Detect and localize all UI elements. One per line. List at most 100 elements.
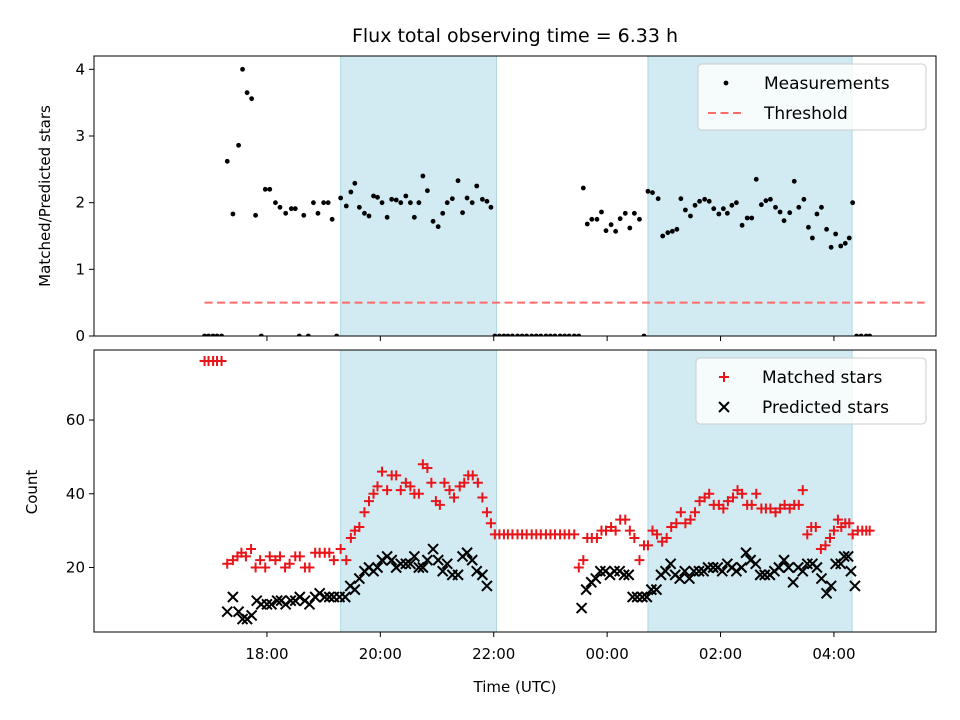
matched-stars-point [264,551,275,562]
measurements-point [492,333,498,336]
predicted-stars-point [594,565,607,577]
predicted-stars-point [323,591,336,603]
matched-stars-point [824,533,835,543]
predicted-stars-point [580,583,592,596]
measurements-point [474,183,480,189]
matched-stars-point [372,481,383,492]
predicted-stars-point [825,580,837,592]
x-tick-label: 02:00 [699,645,742,663]
matched-stars-point [363,496,374,507]
y-axis-label-ratio: Matched/Predicted stars [36,105,54,287]
measurements-point [292,206,298,212]
measurements-point [846,235,852,241]
measurements-point [356,204,362,210]
predicted-stars-legend-label: Predicted stars [762,398,889,418]
predicted-stars-point [441,558,453,570]
measurements-point [655,196,661,202]
predicted-stars-point [481,580,493,592]
matched-stars-point [629,533,640,543]
measurements-point [258,333,264,336]
matched-stars-point [624,525,635,536]
measurements-point [617,216,623,222]
measurements-point [510,333,515,336]
matched-stars-point [661,533,672,543]
matched-stars-point [382,485,393,496]
measurements-point [838,243,844,249]
matched-stars-point [377,466,388,477]
measurements-point [777,209,783,215]
predicted-stars-point [626,591,639,603]
measurements-point [435,224,441,230]
matched-stars-legend-marker [719,372,729,382]
matched-stars-point [802,529,813,540]
predicted-stars-point [650,583,663,596]
predicted-stars-point [353,572,366,585]
measurements-point [460,210,465,216]
matched-stars-point [675,507,686,518]
matched-stars-point [610,525,621,536]
measurements-point [552,333,558,336]
predicted-stars-point [461,547,473,559]
matched-stars-point [847,529,858,540]
measurements-point [706,198,712,204]
predicted-stars-legend-marker [718,401,730,413]
measurements-point [497,333,502,336]
predicted-stars-point [744,554,757,566]
measurements-point [622,210,628,216]
predicted-stars-point [778,554,790,566]
measurements-point [334,333,340,336]
x-tick-label: 22:00 [472,645,515,663]
measurements-point [650,190,655,196]
measurements-point [262,186,268,192]
measurements-point [430,218,436,224]
predicted-stars-point [227,591,239,603]
measurements-point [744,215,750,221]
legend: Measurements Threshold [697,63,927,131]
measurements-legend-marker [723,80,729,86]
matched-stars-point [820,540,831,551]
measurements-point [791,178,797,184]
matched-stars-point [751,488,762,499]
predicted-stars-point [452,569,464,581]
measurements-point [440,210,446,216]
matched-stars-point [722,496,733,507]
measurements-point [321,200,327,206]
measurements-point [824,226,829,232]
measurements-point [787,210,793,216]
predicted-stars-point [749,558,762,570]
matched-stars-point [779,499,790,510]
matched-stars-point [485,518,496,529]
measurements-point [781,218,787,224]
matched-stars-point [439,477,450,488]
measurements-point [444,200,450,206]
predicted-stars-point [436,565,449,577]
measurements-point [424,188,430,194]
matched-stars-point [335,544,346,555]
measurements-point [519,333,525,336]
predicted-stars-point [432,554,444,566]
measurements-point [867,333,873,336]
predicted-stars-point [303,598,316,611]
matched-stars-point [828,525,839,536]
predicted-stars-point [622,569,635,581]
measurements-point [253,212,258,218]
measurements-point [637,216,642,222]
matched-stars-point [864,525,875,536]
measurements-point [352,180,358,186]
matched-stars-point [449,492,460,503]
matched-stars-point [274,551,285,562]
matched-stars-point [680,518,691,529]
matched-stars-point [422,462,433,473]
predicted-stars-point [631,591,643,603]
measurements-point [584,221,590,227]
series-layer [202,66,925,336]
y-tick-label: 4 [75,60,85,78]
measurements-point [729,202,735,208]
measurements-point [716,211,722,217]
predicted-stars-point [265,598,278,611]
ratio-panel: 0 1 2 3 4 Measurements Threshold [75,55,937,345]
measurements-point [631,210,637,216]
matched-stars-point [642,540,653,551]
predicted-stars-point [395,558,407,570]
measurements-point [524,333,530,336]
